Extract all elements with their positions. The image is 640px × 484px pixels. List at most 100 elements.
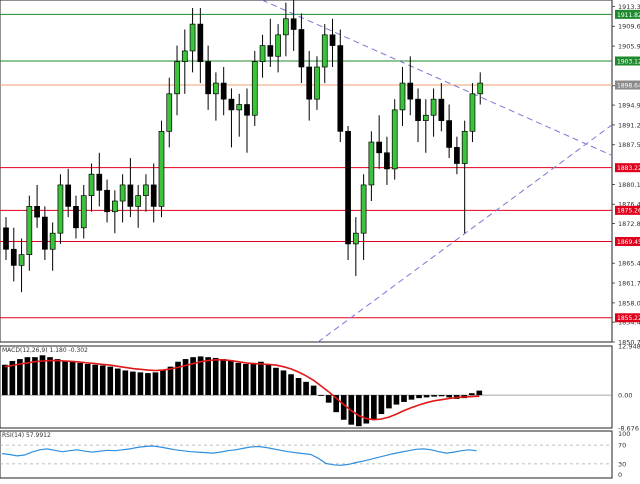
macd-bar bbox=[47, 357, 53, 396]
candle bbox=[80, 184, 87, 239]
macd-bar bbox=[69, 360, 76, 396]
macd-bar bbox=[303, 381, 309, 396]
macd-bar bbox=[280, 370, 287, 396]
candle-body bbox=[42, 216, 48, 250]
macd-bar bbox=[363, 395, 370, 424]
candle-body bbox=[104, 189, 110, 213]
macd-bar bbox=[145, 373, 151, 396]
candle-body bbox=[197, 23, 204, 62]
macd-bar bbox=[197, 356, 204, 396]
macd-bar bbox=[318, 395, 324, 396]
price-tick-label: 1887.50 bbox=[618, 141, 640, 149]
candle bbox=[88, 163, 95, 212]
macd-bar bbox=[2, 364, 8, 396]
macd-bar bbox=[167, 366, 174, 396]
candle bbox=[57, 174, 64, 244]
candle-body bbox=[321, 34, 328, 68]
candle-body bbox=[337, 45, 344, 132]
candle bbox=[111, 190, 118, 234]
macd-bar bbox=[220, 359, 227, 396]
candle-body bbox=[73, 206, 79, 229]
candle-body bbox=[80, 195, 87, 229]
candle bbox=[244, 88, 250, 153]
macd-bar bbox=[137, 372, 144, 396]
macd-tick-label: 0.00 bbox=[618, 391, 632, 399]
candle-body bbox=[399, 82, 406, 111]
candle-body bbox=[26, 206, 33, 255]
candle bbox=[469, 83, 476, 143]
macd-bar bbox=[17, 359, 23, 396]
macd-bar bbox=[386, 395, 392, 409]
candle bbox=[42, 206, 48, 260]
macd-bar bbox=[378, 395, 385, 415]
macd-bar bbox=[325, 395, 332, 403]
candle bbox=[220, 67, 227, 116]
candle bbox=[368, 131, 375, 202]
candle-body bbox=[368, 141, 375, 186]
current-price-label: 1898.64 bbox=[617, 82, 640, 89]
candle-body bbox=[384, 152, 390, 170]
macd-bar bbox=[122, 370, 129, 396]
macd-bar bbox=[54, 359, 61, 396]
candle bbox=[352, 217, 359, 277]
candle-body bbox=[49, 232, 56, 250]
candle-body bbox=[314, 66, 320, 100]
price-tick-label: 1909.60 bbox=[618, 23, 640, 31]
level-label: 1883.22 bbox=[617, 165, 640, 172]
candle bbox=[166, 77, 173, 148]
price-tick-label: 1894.90 bbox=[618, 101, 640, 109]
candle-body bbox=[34, 206, 40, 218]
candle-body bbox=[228, 98, 235, 111]
trendlines bbox=[261, 0, 613, 343]
candle bbox=[65, 168, 72, 218]
candles bbox=[3, 0, 484, 293]
macd-bar bbox=[310, 385, 317, 396]
price-tick-label: 1905.90 bbox=[618, 43, 640, 51]
candle-body bbox=[236, 104, 243, 111]
candle bbox=[329, 18, 336, 68]
candle bbox=[150, 163, 157, 223]
candle bbox=[181, 29, 188, 94]
candle bbox=[119, 174, 126, 223]
macd-bar bbox=[235, 362, 242, 396]
price-tick-label: 1854.40 bbox=[618, 319, 640, 327]
macd-bar bbox=[227, 360, 234, 396]
macd-bar bbox=[84, 364, 91, 396]
macd-bar bbox=[446, 395, 452, 398]
level-label-box bbox=[615, 56, 640, 66]
macd-bar bbox=[160, 370, 166, 396]
macd-bar bbox=[175, 361, 181, 396]
macd-bar bbox=[107, 366, 114, 396]
macd-bar bbox=[32, 357, 38, 396]
candle-body bbox=[298, 29, 305, 68]
candle-body bbox=[135, 195, 142, 207]
price-tick-label: 1880.10 bbox=[618, 181, 640, 189]
macd-bar bbox=[476, 390, 483, 396]
candle bbox=[267, 18, 274, 68]
trendline-resistance bbox=[261, 0, 613, 156]
candle bbox=[174, 45, 180, 116]
candle-body bbox=[376, 141, 383, 154]
candle-body bbox=[415, 98, 421, 121]
macd-tick-label: 12.948 bbox=[618, 342, 640, 350]
macd-bar bbox=[416, 395, 422, 399]
candle bbox=[275, 24, 281, 73]
macd-bar bbox=[340, 395, 347, 420]
macd-bar bbox=[371, 395, 377, 420]
candle-body bbox=[10, 248, 17, 266]
candle bbox=[10, 227, 17, 282]
macd-bar bbox=[265, 364, 272, 396]
candle-body bbox=[345, 130, 351, 245]
macd-bar bbox=[468, 393, 475, 396]
candle-body bbox=[352, 232, 359, 245]
candle bbox=[283, 2, 289, 57]
candle-body bbox=[111, 200, 118, 213]
candle bbox=[415, 88, 421, 143]
candle-body bbox=[407, 82, 414, 100]
candle bbox=[259, 34, 266, 78]
candle-body bbox=[189, 23, 196, 52]
candle bbox=[49, 222, 56, 271]
candle-body bbox=[127, 184, 134, 207]
macd-bar bbox=[273, 367, 279, 396]
candle-body bbox=[454, 147, 460, 164]
